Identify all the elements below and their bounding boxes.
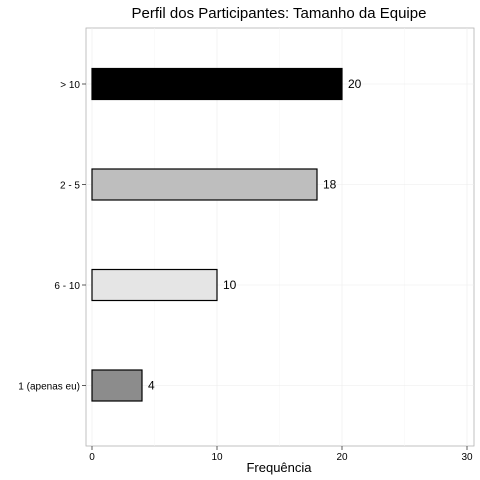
x-tick-label-0: 0	[89, 452, 95, 463]
x-tick-label-3: 30	[461, 452, 473, 463]
y-tick-label-3: 1 (apenas eu)	[18, 382, 80, 393]
bar-1	[91, 168, 318, 201]
y-axis-tick-labels: > 10 2 - 5 6 - 10 1 (apenas eu)	[18, 80, 86, 393]
y-tick-label-1: 2 - 5	[60, 181, 80, 192]
data-label-2: 10	[223, 278, 237, 292]
bar-3	[91, 369, 143, 402]
x-tick-label-1: 10	[211, 452, 223, 463]
data-label-0: 20	[348, 77, 362, 91]
x-tick-label-2: 20	[336, 452, 348, 463]
bars-group: 20 18 10 4	[91, 67, 362, 402]
data-label-3: 4	[148, 379, 155, 393]
x-axis-label: Frequência	[246, 460, 312, 475]
x-axis-tick-labels: 0 10 20 30	[89, 446, 473, 463]
bar-0	[91, 67, 343, 101]
y-tick-label-0: > 10	[60, 80, 80, 91]
data-label-1: 18	[323, 178, 337, 192]
chart-title: Perfil dos Participantes: Tamanho da Equ…	[132, 5, 427, 22]
bar-2	[91, 268, 218, 302]
y-tick-label-2: 6 - 10	[54, 281, 80, 292]
